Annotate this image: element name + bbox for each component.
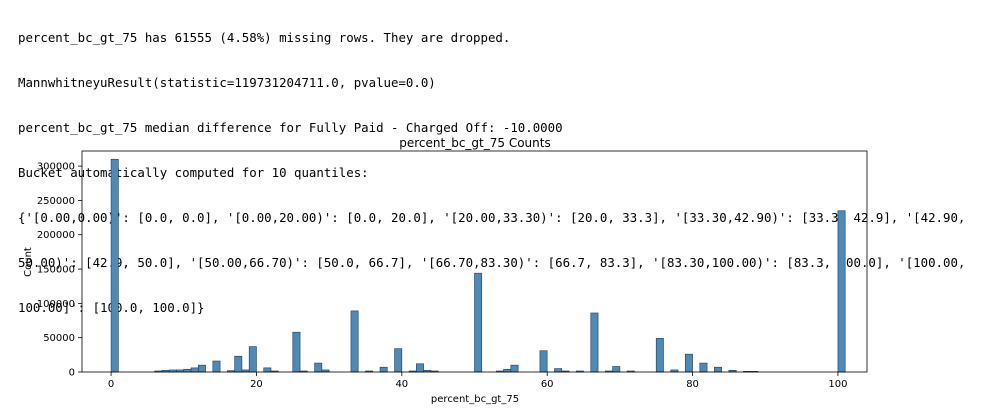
histogram-bar xyxy=(474,272,483,373)
y-tick-label: 200000 xyxy=(37,230,75,241)
histogram-bar xyxy=(837,210,846,373)
histogram-bar xyxy=(684,353,693,373)
y-tick-label: 0 xyxy=(69,368,75,379)
histogram-bar xyxy=(554,368,563,373)
x-axis-label: percent_bc_gt_75 xyxy=(431,394,519,405)
histogram-bar xyxy=(416,363,424,373)
histogram-bar xyxy=(612,366,621,373)
histogram-bar xyxy=(394,348,403,373)
histogram-bar xyxy=(379,366,388,373)
y-tick-label: 150000 xyxy=(37,265,75,276)
console-line-missing-rows: percent_bc_gt_75 has 61555 (4.58%) missi… xyxy=(18,30,511,45)
x-tick-label: 80 xyxy=(686,379,699,390)
histogram-bars xyxy=(110,158,846,373)
x-tick-label: 20 xyxy=(250,379,263,390)
x-tick-label: 0 xyxy=(108,379,114,390)
histogram-bar xyxy=(314,362,323,373)
histogram-bar xyxy=(292,331,301,373)
console-line-bucket-dict-1: {'[0.00,0.00)': [0.0, 0.0], '[0.00,20.00… xyxy=(18,210,966,225)
histogram-bar xyxy=(183,368,192,373)
console-line-mannwhitney: MannwhitneyuResult(statistic=11973120471… xyxy=(18,75,436,90)
y-tick-label: 300000 xyxy=(37,162,75,173)
histogram-bar xyxy=(590,312,599,373)
axis-ticks: 0 20 40 60 80 100 0 50000 100000 150000 200000 2500… xyxy=(37,162,848,390)
histogram-bar xyxy=(539,350,548,373)
x-tick-label: 60 xyxy=(541,379,554,390)
console-output: percent_bc_gt_75 has 61555 (4.58%) missi… xyxy=(18,0,998,330)
histogram-bar xyxy=(350,310,359,373)
y-tick-label: 100000 xyxy=(37,299,75,310)
histogram-bar xyxy=(234,355,243,373)
console-line-bucket-dict-2: 50.00)': [42.9, 50.0], '[50.00,66.70)': … xyxy=(18,255,966,270)
console-line-bucket-dict-3: 100.00]': [100.0, 100.0]} xyxy=(18,300,205,315)
y-tick-label: 50000 xyxy=(43,333,75,344)
histogram-bar xyxy=(503,368,512,373)
x-tick-label: 40 xyxy=(395,379,408,390)
plot-frame xyxy=(81,150,868,373)
histogram-bar xyxy=(263,367,272,373)
histogram-bar xyxy=(248,346,257,373)
y-axis-label: Count xyxy=(23,247,34,277)
chart-title: percent_bc_gt_75 Counts xyxy=(399,136,550,150)
histogram-bar xyxy=(110,158,119,373)
histogram-bar xyxy=(197,364,206,373)
histogram-bar xyxy=(655,338,664,373)
histogram-bar xyxy=(699,362,708,373)
histogram-bar xyxy=(510,364,519,373)
console-line-bucket-header: Bucket automatically computed for 10 qua… xyxy=(18,165,369,180)
y-tick-label: 250000 xyxy=(37,196,75,207)
x-tick-label: 100 xyxy=(828,379,847,390)
histogram-bar xyxy=(714,366,722,373)
histogram-bar xyxy=(190,367,199,373)
histogram-bar xyxy=(212,360,221,373)
console-line-median-difference: percent_bc_gt_75 median difference for F… xyxy=(18,120,563,135)
